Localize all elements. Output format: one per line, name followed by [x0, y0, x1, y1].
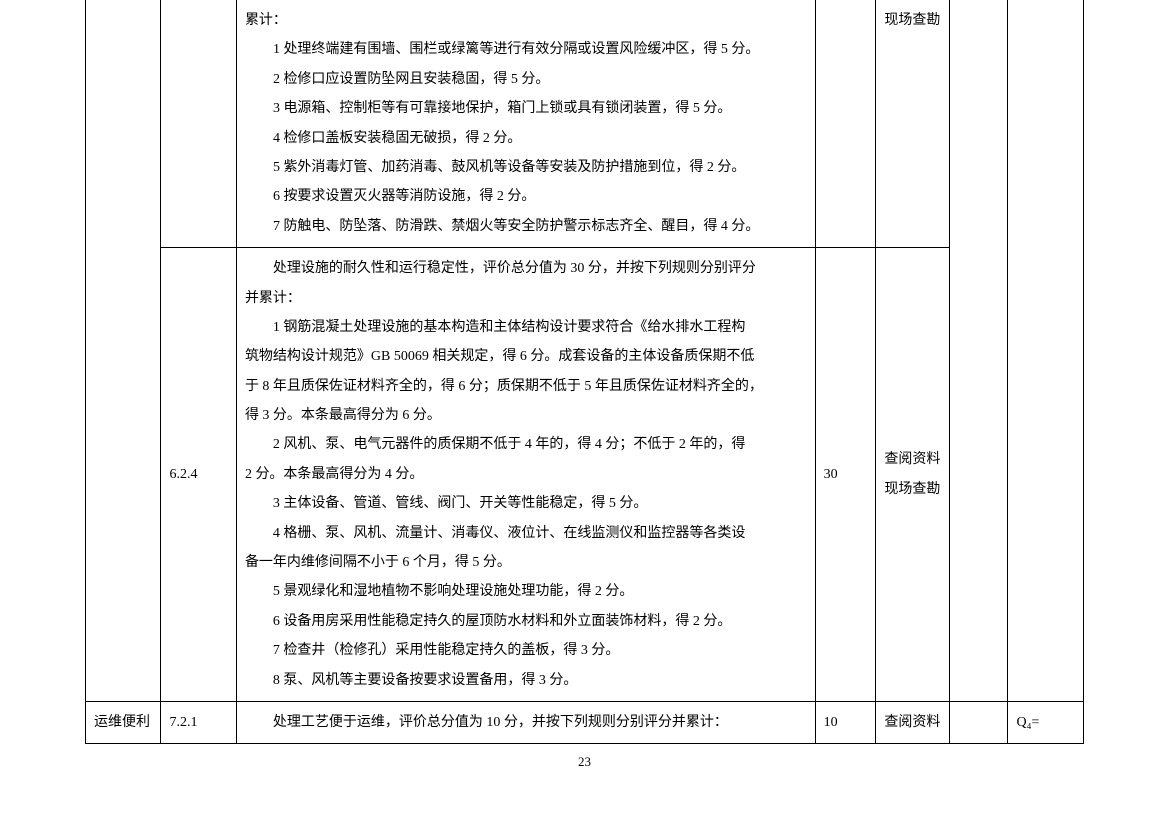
evaluation-table: 累计： 1 处理终端建有围墙、围栏或绿篱等进行有效分隔或设置风险缓冲区，得 5 … [85, 0, 1084, 744]
cell-method: 现场查勘 [876, 0, 949, 248]
method-line: 现场查勘 [884, 475, 940, 504]
table-row: 累计： 1 处理终端建有围墙、围栏或绿篱等进行有效分隔或设置风险缓冲区，得 5 … [86, 0, 1084, 248]
cell-score: 30 [815, 248, 876, 702]
desc-line: 1 钢筋混凝土处理设施的基本构造和主体结构设计要求符合《给水排水工程构 [245, 313, 807, 342]
page-wrapper: 累计： 1 处理终端建有围墙、围栏或绿篱等进行有效分隔或设置风险缓冲区，得 5 … [0, 0, 1169, 770]
desc-line: 2 风机、泵、电气元器件的质保期不低于 4 年的，得 4 分；不低于 2 年的，… [245, 430, 807, 459]
table-row: 6.2.4 处理设施的耐久性和运行稳定性，评价总分值为 30 分，并按下列规则分… [86, 248, 1084, 702]
desc-line: 备一年内维修间隔不小于 6 个月，得 5 分。 [245, 548, 807, 577]
desc-line: 累计： [245, 6, 807, 35]
desc-line: 筑物结构设计规范》GB 50069 相关规定，得 6 分。成套设备的主体设备质保… [245, 342, 807, 371]
desc-line: 6 设备用房采用性能稳定持久的屋顶防水材料和外立面装饰材料，得 2 分。 [245, 607, 807, 636]
cell-description: 处理设施的耐久性和运行稳定性，评价总分值为 30 分，并按下列规则分别评分 并累… [236, 248, 815, 702]
cell-method: 查阅资料 现场查勘 [876, 248, 949, 702]
cell-code: 6.2.4 [161, 248, 236, 702]
page-number: 23 [85, 754, 1084, 770]
desc-line: 2 检修口应设置防坠网且安装稳固，得 5 分。 [245, 65, 807, 94]
desc-line: 并累计： [245, 284, 807, 313]
desc-line: 4 检修口盖板安装稳固无破损，得 2 分。 [245, 124, 807, 153]
cell-score [815, 0, 876, 248]
desc-line: 得 3 分。本条最高得分为 6 分。 [245, 401, 807, 430]
desc-line: 5 紫外消毒灯管、加药消毒、鼓风机等设备等安装及防护措施到位，得 2 分。 [245, 153, 807, 182]
cell-score: 10 [815, 701, 876, 743]
desc-line: 处理设施的耐久性和运行稳定性，评价总分值为 30 分，并按下列规则分别评分 [245, 254, 807, 283]
cell-q [1008, 0, 1084, 701]
desc-line: 2 分。本条最高得分为 4 分。 [245, 460, 807, 489]
desc-line: 4 格栅、泵、风机、流量计、消毒仪、液位计、在线监测仪和监控器等各类设 [245, 519, 807, 548]
cell-q: Q₄= [1008, 701, 1084, 743]
table-row: 运维便利 7.2.1 处理工艺便于运维，评价总分值为 10 分，并按下列规则分别… [86, 701, 1084, 743]
desc-line: 8 泵、风机等主要设备按要求设置备用，得 3 分。 [245, 666, 807, 695]
method-line: 查阅资料 [884, 445, 940, 474]
cell-blank [949, 0, 1008, 701]
cell-code: 7.2.1 [161, 701, 236, 743]
desc-line: 5 景观绿化和湿地植物不影响处理设施处理功能，得 2 分。 [245, 577, 807, 606]
cell-description: 累计： 1 处理终端建有围墙、围栏或绿篱等进行有效分隔或设置风险缓冲区，得 5 … [236, 0, 815, 248]
cell-blank [949, 701, 1008, 743]
cell-description: 处理工艺便于运维，评价总分值为 10 分，并按下列规则分别评分并累计： [236, 701, 815, 743]
desc-line: 1 处理终端建有围墙、围栏或绿篱等进行有效分隔或设置风险缓冲区，得 5 分。 [245, 35, 807, 64]
desc-line: 7 检查井（检修孔）采用性能稳定持久的盖板，得 3 分。 [245, 636, 807, 665]
desc-line: 7 防触电、防坠落、防滑跌、禁烟火等安全防护警示标志齐全、醒目，得 4 分。 [245, 212, 807, 241]
cell-method: 查阅资料 [876, 701, 949, 743]
cell-code [161, 0, 236, 248]
cell-category [86, 0, 161, 701]
desc-line: 于 8 年且质保佐证材料齐全的，得 6 分；质保期不低于 5 年且质保佐证材料齐… [245, 372, 807, 401]
desc-line: 3 主体设备、管道、管线、阀门、开关等性能稳定，得 5 分。 [245, 489, 807, 518]
cell-category: 运维便利 [86, 701, 161, 743]
desc-line: 3 电源箱、控制柜等有可靠接地保护，箱门上锁或具有锁闭装置，得 5 分。 [245, 94, 807, 123]
desc-line: 处理工艺便于运维，评价总分值为 10 分，并按下列规则分别评分并累计： [245, 708, 807, 737]
desc-line: 6 按要求设置灭火器等消防设施，得 2 分。 [245, 182, 807, 211]
